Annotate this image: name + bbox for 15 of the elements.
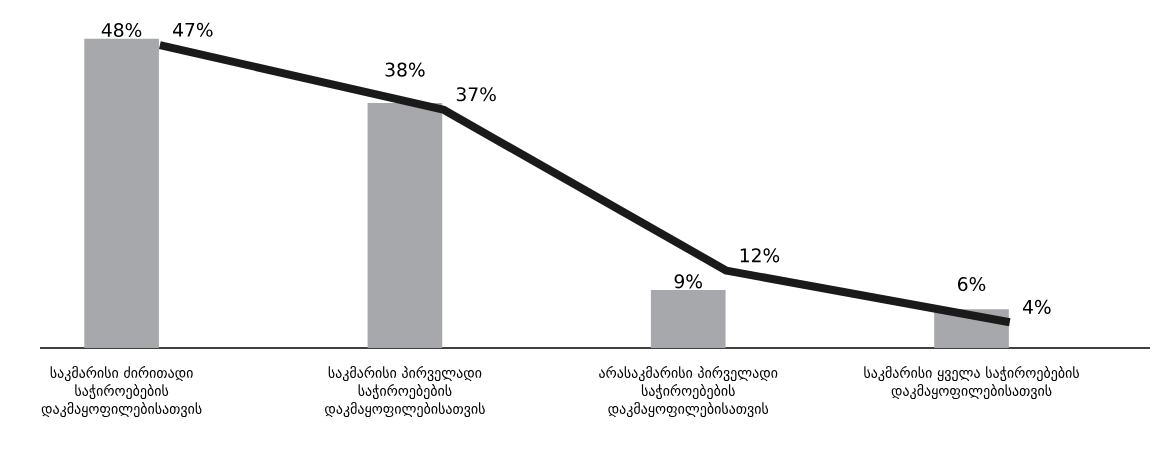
data-label: 38% [385,62,425,77]
data-label: 37% [456,87,496,102]
data-label: 6% [958,276,986,292]
x-tick-label: საკმარისი ყველა საჭიროებების დაკმაყოფილებისათვის [864,366,1079,400]
bar [84,38,159,348]
data-label: 47% [173,22,213,37]
data-label: 4% [1022,299,1051,314]
data-label: 9% [674,274,702,289]
bar [650,290,726,348]
bar [367,103,443,348]
data-label: 12% [740,248,780,263]
x-tick-label: საკმარისი პირველადი საჭიროებების დაკმაყოფილებისათვის [325,366,485,418]
data-label: 48% [101,22,142,38]
x-tick-label: არასაკმარისი პირველადი საჭიროებების დაკმაყოფილებისათვის [599,366,778,418]
x-tick-label: საკმარისი ძირითადი საჭიროებების დაკმაყოფილებისათვის [41,366,202,418]
